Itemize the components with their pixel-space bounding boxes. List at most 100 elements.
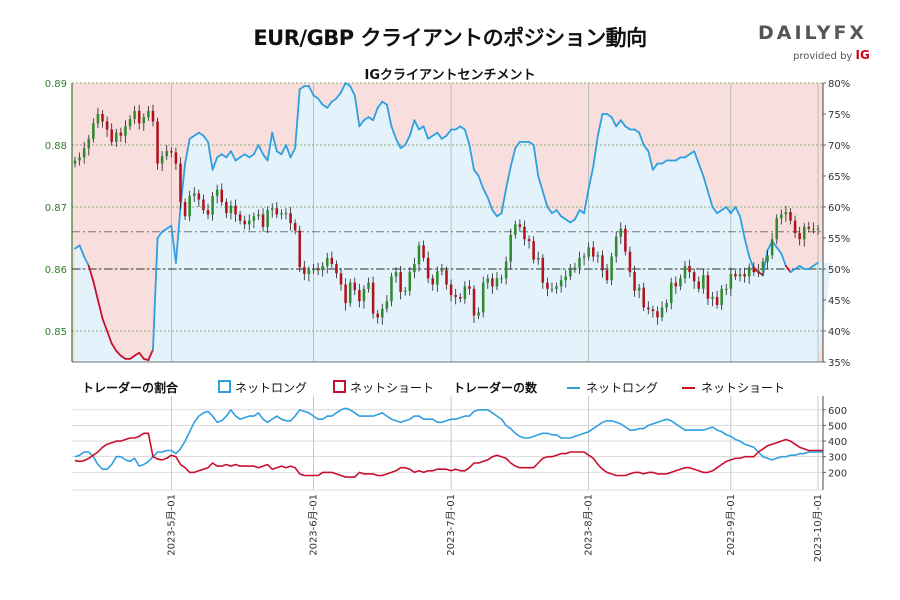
- candle-body: [573, 267, 577, 269]
- sentiment-line-segment: [693, 150, 700, 165]
- candle-body: [215, 189, 219, 196]
- candle-body: [284, 213, 288, 215]
- candle-body: [692, 272, 696, 282]
- candle-body: [73, 160, 77, 164]
- sentiment-line-segment: [395, 137, 402, 150]
- candle-body: [491, 278, 494, 287]
- candle-body: [656, 311, 659, 318]
- sentiment-line-segment: [138, 351, 145, 360]
- candle-body: [587, 247, 590, 257]
- sentiment-line-segment: [555, 209, 563, 218]
- sentiment-line-segment: [707, 190, 714, 208]
- legend-count-title: トレーダーの数: [453, 379, 537, 396]
- candle-body: [780, 214, 783, 219]
- sentiment-line-segment: [592, 134, 599, 168]
- sentiment-line-segment: [569, 218, 576, 224]
- brand-provider: provided by IG: [793, 48, 870, 62]
- sentiment-line-segment: [271, 131, 278, 153]
- candle-body: [385, 301, 389, 309]
- y-left-tick-label: 0.86: [45, 265, 67, 276]
- candle-body: [624, 228, 627, 252]
- sentiment-line-segment: [399, 144, 407, 150]
- candle-body: [436, 271, 439, 285]
- candle-body: [527, 239, 531, 242]
- sentiment-line-segment: [684, 153, 691, 159]
- sentiment-line-segment: [216, 153, 223, 159]
- candle-body: [807, 226, 811, 229]
- candle-body: [463, 286, 467, 299]
- sentiment-line-segment: [404, 134, 411, 146]
- candle-body: [174, 152, 178, 164]
- candle-body: [458, 296, 462, 299]
- sentiment-line-segment: [372, 106, 379, 122]
- candle-body: [390, 276, 393, 302]
- count-y-tick-label: 300: [828, 453, 847, 464]
- y-right-tick-label: 75%: [828, 110, 850, 121]
- y-left-tick-label: 0.88: [45, 141, 67, 152]
- candle-body: [559, 280, 563, 287]
- candle-body: [752, 267, 756, 273]
- candle-body: [715, 296, 719, 305]
- candle-body: [697, 281, 701, 289]
- candle-body: [137, 110, 141, 124]
- candle-body: [468, 286, 471, 289]
- candle-body: [564, 276, 568, 281]
- candle-body: [316, 269, 320, 271]
- sentiment-line-segment: [596, 113, 604, 137]
- candle-body: [330, 257, 334, 265]
- sentiment-line-segment: [193, 131, 200, 137]
- sentiment-line-segment: [661, 159, 668, 165]
- sentiment-line-segment: [170, 224, 177, 264]
- sentiment-line-segment: [353, 94, 361, 128]
- sentiment-line-segment: [298, 85, 306, 91]
- sentiment-line-segment: [294, 88, 301, 150]
- sentiment-line-segment: [285, 144, 292, 159]
- y-right-tick-label: 50%: [828, 265, 850, 276]
- candle-body: [408, 272, 412, 291]
- candle-body: [96, 114, 100, 124]
- dailyfx-logo: DAILYFX provided by IG: [758, 22, 870, 62]
- chart-subtitle: IGクライアントセンチメント: [364, 68, 536, 83]
- sentiment-line-segment: [491, 209, 498, 218]
- candle-body: [206, 210, 210, 215]
- candle-body: [197, 193, 201, 200]
- candle-body: [500, 278, 503, 280]
- sentiment-line-segment: [564, 218, 572, 224]
- candle-body: [633, 272, 636, 291]
- sentiment-line-segment: [807, 264, 815, 270]
- sentiment-line-segment: [638, 131, 645, 146]
- sentiment-line-segment: [248, 153, 255, 159]
- sentiment-line-segment: [789, 268, 796, 274]
- candle-body: [289, 213, 292, 224]
- candle-body: [523, 226, 526, 240]
- candle-body: [252, 216, 256, 221]
- candle-body: [514, 224, 517, 235]
- sentiment-line-segment: [207, 140, 214, 171]
- candle-body: [293, 223, 297, 231]
- candle-body: [669, 282, 673, 304]
- y-right-tick-label: 35%: [828, 358, 850, 369]
- sentiment-line-segment: [702, 175, 709, 193]
- candle-body: [119, 132, 123, 136]
- candle-body: [614, 236, 618, 257]
- candle-body: [151, 110, 155, 122]
- sentiment-line-segment: [587, 165, 595, 190]
- candle-body: [128, 118, 132, 127]
- candle-body: [179, 163, 182, 203]
- sentiment-line-segment: [716, 209, 723, 215]
- sentiment-line-segment: [275, 150, 283, 156]
- x-tick-label: 2023-7月-01: [445, 494, 457, 556]
- candle-body: [124, 126, 127, 136]
- candle-body: [582, 256, 586, 258]
- sentiment-line-segment: [780, 252, 787, 267]
- sentiment-line-segment: [115, 349, 122, 357]
- sentiment-line-segment: [537, 175, 544, 193]
- sentiment-line-segment: [234, 156, 242, 162]
- sentiment-line-segment: [445, 128, 452, 137]
- candle-body: [757, 270, 760, 273]
- count-long-line: [74, 407, 823, 470]
- count-y-tick-label: 500: [828, 421, 847, 432]
- sentiment-line-segment: [739, 215, 746, 239]
- candle-body: [569, 267, 572, 277]
